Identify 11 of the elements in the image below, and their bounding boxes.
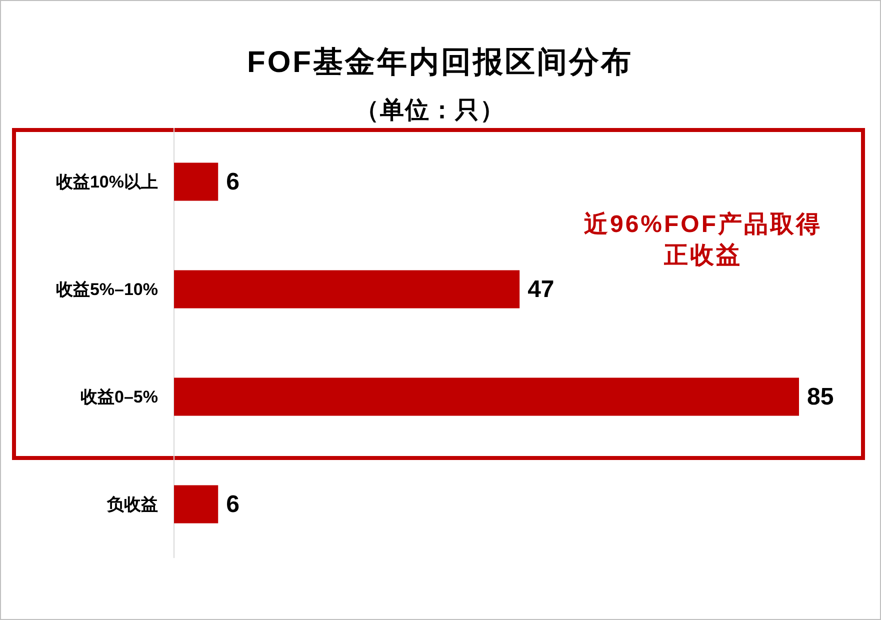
data-label: 85 xyxy=(807,383,834,410)
y-tick-label: 收益10%以上 xyxy=(56,172,158,192)
data-label: 6 xyxy=(226,168,240,196)
data-label: 47 xyxy=(528,276,554,303)
y-tick-label: 负收益 xyxy=(106,494,158,514)
annotation: 近96%FOF产品取得正收益 xyxy=(584,211,822,269)
chart-title: FOF基金年内回报区间分布 xyxy=(247,46,633,79)
y-tick-label: 收益5%–10% xyxy=(56,280,158,299)
data-label: 6 xyxy=(226,490,240,518)
chart-subtitle: （单位：只） xyxy=(355,97,505,124)
y-tick-label: 收益0–5% xyxy=(80,387,158,406)
